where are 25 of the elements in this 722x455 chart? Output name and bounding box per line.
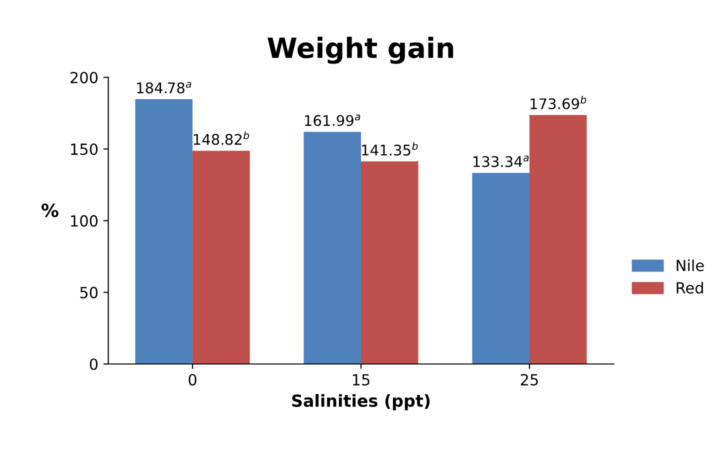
x-tick-label: 15 [352,374,370,386]
chart-title: Weight gain [268,36,454,64]
bar [529,115,587,364]
data-label: 148.82$^{b}$ [194,131,250,145]
bar [192,150,250,364]
y-tick-label: 0 [90,358,98,370]
legend-label: Nile [676,259,704,272]
y-tick-label: 100 [71,215,98,227]
data-label: 141.35$^{b}$ [362,142,418,156]
x-tick-label: 25 [520,374,538,386]
bar [472,172,530,364]
y-axis-title: % [42,204,58,218]
data-label: 161.99$^{a}$ [305,114,360,126]
legend-label: Red [676,282,703,294]
x-tick-label: 0 [188,374,196,386]
data-label: 184.78$^{a}$ [137,82,192,94]
y-tick-label: 150 [71,143,98,156]
y-tick-label: 50 [80,286,98,298]
bar [304,132,361,364]
bar [361,161,418,364]
data-label: 133.34$^{a}$ [473,156,529,168]
x-axis-title: Salinities (ppt) [292,394,430,410]
y-tick-label: 200 [70,72,98,84]
bar [135,99,193,364]
data-label: 173.69$^{b}$ [530,96,586,110]
